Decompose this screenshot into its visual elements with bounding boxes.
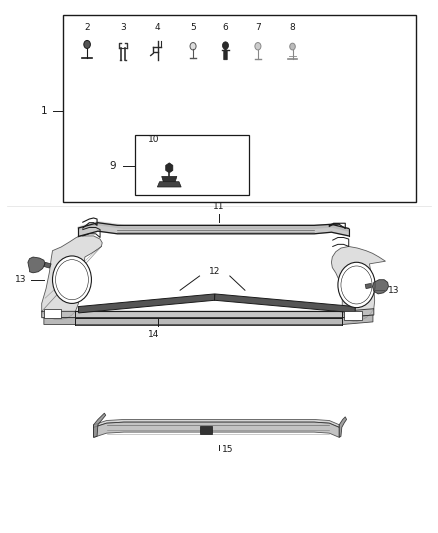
Text: 13: 13 <box>15 275 27 284</box>
Polygon shape <box>42 309 374 318</box>
Polygon shape <box>94 422 339 438</box>
Polygon shape <box>372 280 389 294</box>
Text: 15: 15 <box>222 445 233 454</box>
Text: 12: 12 <box>209 267 220 276</box>
Polygon shape <box>339 417 346 438</box>
Polygon shape <box>94 413 106 438</box>
Polygon shape <box>157 182 181 187</box>
Circle shape <box>84 41 90 49</box>
Text: 13: 13 <box>389 286 400 295</box>
Text: 4: 4 <box>155 23 160 32</box>
Polygon shape <box>224 49 227 60</box>
Circle shape <box>255 43 261 50</box>
Circle shape <box>290 43 295 50</box>
Text: 1: 1 <box>41 106 47 116</box>
Text: 8: 8 <box>290 23 295 32</box>
Bar <box>344 311 362 320</box>
Polygon shape <box>42 236 102 319</box>
Bar <box>64 15 416 202</box>
Text: 5: 5 <box>190 23 196 32</box>
Text: 2: 2 <box>84 23 90 32</box>
Circle shape <box>190 43 196 50</box>
Circle shape <box>223 42 229 49</box>
Polygon shape <box>215 294 355 313</box>
Polygon shape <box>162 176 177 182</box>
Circle shape <box>53 256 92 303</box>
Polygon shape <box>28 257 45 273</box>
Bar <box>200 426 212 434</box>
Polygon shape <box>78 294 215 313</box>
Polygon shape <box>332 246 385 322</box>
Text: 10: 10 <box>148 135 159 144</box>
Polygon shape <box>44 315 373 325</box>
Text: 11: 11 <box>213 202 225 211</box>
Polygon shape <box>44 262 51 268</box>
Text: 6: 6 <box>223 23 228 32</box>
Circle shape <box>338 262 375 308</box>
Text: 9: 9 <box>110 161 117 171</box>
Bar <box>134 135 249 195</box>
Text: 14: 14 <box>148 330 160 339</box>
Polygon shape <box>78 223 349 237</box>
Polygon shape <box>78 222 349 231</box>
Polygon shape <box>166 163 173 173</box>
Polygon shape <box>94 419 339 427</box>
Text: 3: 3 <box>120 23 126 32</box>
Polygon shape <box>365 284 371 289</box>
Bar <box>44 309 61 318</box>
Text: 7: 7 <box>255 23 261 32</box>
